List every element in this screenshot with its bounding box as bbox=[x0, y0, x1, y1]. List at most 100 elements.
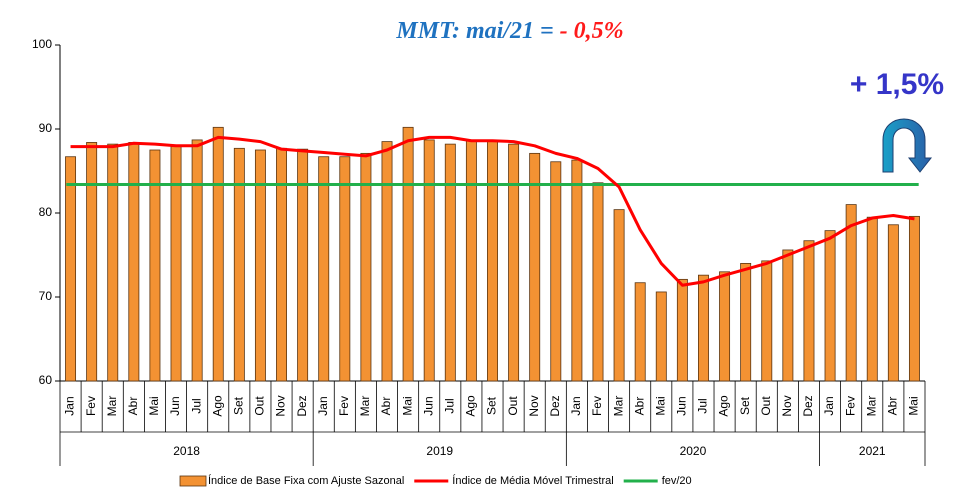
chart-title: MMT: mai/21 = - 0,5% bbox=[395, 18, 623, 44]
legend-label: Índice de Média Móvel Trimestral bbox=[452, 474, 613, 487]
bar bbox=[887, 224, 899, 382]
bar bbox=[571, 159, 583, 382]
bar bbox=[803, 240, 815, 382]
bar bbox=[845, 204, 857, 382]
x-tick-label: Set bbox=[232, 396, 246, 415]
year-label: 2018 bbox=[173, 444, 200, 458]
y-tick-label: 70 bbox=[39, 289, 53, 303]
bar bbox=[550, 161, 562, 382]
bar bbox=[423, 139, 435, 382]
bar bbox=[107, 143, 119, 382]
legend-label: fev/20 bbox=[662, 475, 692, 487]
x-tick-label: Jul bbox=[442, 398, 456, 413]
x-tick-label: Jun bbox=[675, 396, 689, 415]
x-tick-label: Jun bbox=[421, 396, 435, 415]
legend-label: Índice de Base Fixa com Ajuste Sazonal bbox=[208, 474, 404, 487]
bar bbox=[65, 156, 77, 382]
bar bbox=[529, 152, 541, 382]
bar bbox=[465, 140, 477, 382]
title-prefix: MMT: mai/21 = bbox=[395, 18, 553, 44]
bar bbox=[86, 142, 98, 382]
bar bbox=[908, 215, 920, 382]
x-tick-label: Ago bbox=[717, 395, 731, 417]
bar bbox=[719, 271, 731, 382]
x-tick-label: Fev bbox=[84, 396, 98, 416]
annotation: + 1,5% bbox=[850, 68, 944, 101]
x-tick-label: Set bbox=[485, 396, 499, 415]
y-tick-label: 60 bbox=[39, 373, 53, 387]
bar bbox=[508, 143, 520, 382]
x-tick-label: Out bbox=[253, 396, 267, 416]
x-tick-label: Jan bbox=[822, 396, 836, 415]
x-tick-label: Mai bbox=[653, 396, 667, 415]
bar bbox=[360, 152, 372, 382]
bar bbox=[698, 274, 709, 382]
x-tick-label: Nov bbox=[780, 395, 794, 416]
bar bbox=[824, 230, 836, 382]
x-tick-label: Out bbox=[759, 396, 773, 416]
x-tick-label: Abr bbox=[886, 397, 900, 416]
bar bbox=[487, 140, 498, 382]
bar bbox=[212, 126, 224, 382]
bar bbox=[655, 291, 667, 382]
x-tick-label: Abr bbox=[126, 397, 140, 416]
x-tick-label: Nov bbox=[274, 395, 288, 416]
x-tick-label: Fev bbox=[337, 396, 351, 416]
year-label: 2021 bbox=[859, 444, 886, 458]
title-highlight: - 0,5% bbox=[560, 18, 624, 44]
x-tick-label: Abr bbox=[632, 397, 646, 416]
x-tick-label: Out bbox=[506, 396, 520, 416]
x-tick-label: Dez bbox=[548, 395, 562, 416]
bar bbox=[149, 149, 161, 382]
bar bbox=[613, 209, 625, 382]
y-tick-label: 80 bbox=[39, 205, 53, 219]
bar bbox=[761, 260, 773, 382]
x-tick-label: Dez bbox=[295, 395, 309, 416]
bar bbox=[402, 126, 414, 382]
x-tick-label: Jan bbox=[63, 396, 77, 415]
bar bbox=[381, 141, 393, 382]
x-tick-label: Mar bbox=[864, 396, 878, 417]
x-tick-label: Fev bbox=[843, 396, 857, 416]
x-tick-label: Mar bbox=[105, 396, 119, 417]
x-tick-label: Fev bbox=[590, 396, 604, 416]
x-tick-label: Mar bbox=[358, 396, 372, 417]
bar bbox=[318, 156, 330, 382]
year-label: 2019 bbox=[426, 444, 453, 458]
moving-average-line bbox=[70, 135, 915, 287]
bar bbox=[676, 278, 688, 382]
x-tick-label: Jun bbox=[168, 396, 182, 415]
bar bbox=[254, 149, 266, 382]
x-tick-label: Mai bbox=[907, 396, 921, 415]
bar bbox=[233, 147, 245, 382]
y-tick-label: 90 bbox=[39, 121, 53, 135]
x-tick-label: Jul bbox=[189, 398, 203, 413]
x-tick-label: Jan bbox=[569, 396, 583, 415]
x-tick-label: Set bbox=[738, 396, 752, 415]
x-tick-label: Jul bbox=[696, 398, 710, 413]
x-tick-label: Ago bbox=[210, 395, 224, 417]
x-tick-label: Ago bbox=[464, 395, 478, 417]
x-tick-label: Mai bbox=[400, 396, 414, 415]
bar bbox=[191, 139, 203, 382]
bar bbox=[297, 148, 309, 382]
x-tick-label: Jan bbox=[316, 396, 330, 415]
bar bbox=[444, 143, 456, 382]
bar bbox=[592, 182, 604, 382]
x-tick-label: Abr bbox=[379, 397, 393, 416]
bar bbox=[634, 282, 646, 382]
x-tick-label: Nov bbox=[527, 395, 541, 416]
bar bbox=[740, 262, 752, 382]
bar bbox=[128, 142, 140, 382]
x-tick-label: Dez bbox=[801, 395, 815, 416]
bar bbox=[339, 156, 351, 382]
year-label: 2020 bbox=[680, 444, 707, 458]
arrow-icon bbox=[882, 118, 933, 173]
y-tick-label: 100 bbox=[32, 37, 52, 51]
legend-swatch bbox=[179, 475, 207, 487]
x-tick-label: Mai bbox=[147, 396, 161, 415]
x-tick-label: Mar bbox=[611, 396, 625, 417]
bar bbox=[866, 216, 878, 382]
bar bbox=[170, 146, 182, 382]
